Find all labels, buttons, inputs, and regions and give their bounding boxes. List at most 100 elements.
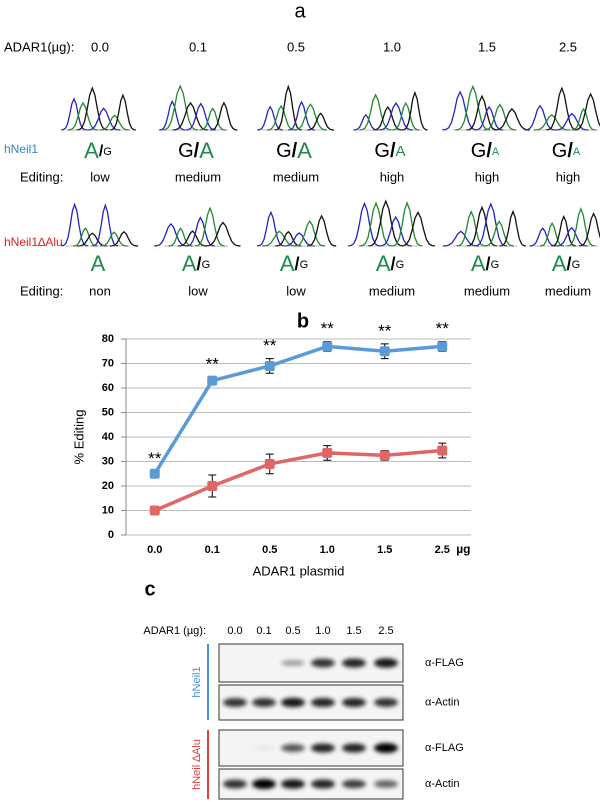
chromatogram-peak: [442, 90, 478, 131]
base-call: A/G: [280, 251, 308, 276]
panel-label: c: [144, 578, 155, 600]
x-axis-title: ADAR1 plasmid: [253, 563, 345, 578]
base-call-part: A: [573, 146, 581, 158]
chromatogram-peak: [454, 84, 491, 131]
chromatogram-peak: [185, 216, 215, 247]
x-tick-label: 0.5: [262, 544, 277, 556]
chromatogram-peak: [205, 221, 241, 247]
data-point: [207, 481, 218, 491]
x-tick-label: 0.0: [147, 544, 162, 556]
y-tick-label: 70: [102, 357, 114, 369]
chromatogram-peak: [573, 92, 600, 131]
chromatogram-peak: [539, 221, 565, 247]
blot-band: [342, 779, 366, 789]
dose-label: 2.5: [559, 39, 577, 54]
base-call-part: G: [552, 140, 568, 162]
dose-label: 0.5: [287, 39, 305, 54]
base-call-part: /: [194, 140, 200, 162]
chromatogram-peak: [172, 101, 209, 131]
editing-level: medium: [464, 283, 510, 298]
significance-label: **: [206, 354, 220, 373]
x-unit: µg: [456, 542, 470, 556]
x-tick-label: 1.0: [320, 544, 335, 556]
blot-band: [281, 779, 305, 789]
blot-band: [374, 780, 398, 788]
chromatogram-peak: [288, 100, 316, 131]
chromatogram-peak: [473, 202, 508, 247]
y-tick-label: 0: [108, 529, 114, 541]
chromatogram-peak: [392, 101, 420, 131]
editing-level: high: [380, 169, 405, 184]
blot-band: [252, 698, 276, 707]
chromatogram-peak: [494, 107, 530, 131]
base-call: G/A: [471, 140, 500, 162]
dose-label: 0.5: [285, 625, 300, 637]
x-tick-label: 0.1: [205, 544, 220, 556]
base-call: A/G: [376, 251, 404, 276]
blot-band: [223, 779, 247, 789]
dose-label: 2.5: [378, 625, 393, 637]
chromatogram-peak: [466, 94, 498, 131]
base-call-part: G: [471, 140, 487, 162]
chromatogram-peak: [578, 212, 600, 247]
editing-level: high: [475, 169, 500, 184]
base-call-part: /: [99, 143, 104, 160]
chromatogram-peak: [178, 230, 207, 247]
blot-band: [281, 744, 305, 752]
chromatogram-peak: [400, 210, 435, 247]
blot-band: [342, 743, 366, 753]
panel-label: b: [297, 310, 309, 332]
y-tick-label: 40: [102, 431, 114, 443]
base-call-part: /: [390, 140, 396, 162]
data-point: [322, 341, 333, 352]
base-call-part: G: [491, 259, 500, 271]
y-tick-label: 20: [102, 480, 114, 492]
panel-label: a: [294, 0, 306, 22]
chromatogram-peak: [524, 104, 556, 131]
base-call-part: G: [276, 140, 292, 162]
chromatogram-peak: [159, 99, 186, 131]
blot-band: [252, 779, 276, 789]
chromatogram-peak: [194, 206, 225, 247]
y-tick-label: 60: [102, 382, 114, 394]
chromatogram-peak: [91, 203, 119, 247]
dose-label: 0.1: [189, 39, 207, 54]
chromatogram-peak: [266, 104, 296, 131]
dose-label: 1.0: [315, 625, 330, 637]
chromatogram-peak: [401, 90, 428, 131]
base-call-part: /: [486, 140, 492, 162]
editing-level: low: [188, 283, 208, 298]
chromatogram-peak: [168, 227, 193, 247]
antibody-label: α-Actin: [425, 778, 459, 790]
chromatogram-peak: [483, 103, 517, 131]
dose-label: 0.0: [91, 39, 109, 54]
base-call-part: A: [297, 138, 312, 163]
y-tick-label: 10: [102, 504, 114, 516]
dose-header: ADAR1 (µg):: [143, 625, 206, 637]
editing-level: medium: [175, 169, 221, 184]
base-call-part: A: [91, 251, 106, 276]
base-call: A: [91, 251, 106, 276]
chromatogram-peak: [199, 107, 226, 131]
base-call: G/A: [374, 140, 405, 162]
chromatogram-peak: [499, 209, 526, 247]
base-call-part: A: [471, 251, 486, 276]
editing-level: medium: [273, 169, 319, 184]
y-tick-label: 30: [102, 455, 114, 467]
data-point: [149, 505, 160, 516]
blot-band: [281, 659, 305, 667]
editing-level: medium: [545, 283, 591, 298]
chromatogram-peak: [466, 205, 498, 247]
base-call: A/G: [471, 251, 499, 276]
chromatogram-peak: [529, 227, 556, 247]
chromatogram-peak: [353, 113, 379, 131]
data-point: [379, 450, 390, 461]
base-call: A/G: [552, 251, 580, 276]
base-call-part: G: [396, 259, 405, 271]
chromatogram-peak: [555, 226, 588, 247]
data-point: [207, 375, 218, 386]
significance-label: **: [436, 319, 450, 338]
dose-label: 1.5: [478, 39, 496, 54]
base-call-part: A: [492, 146, 500, 158]
construct-label: hNeil1∆Alu: [4, 235, 63, 249]
